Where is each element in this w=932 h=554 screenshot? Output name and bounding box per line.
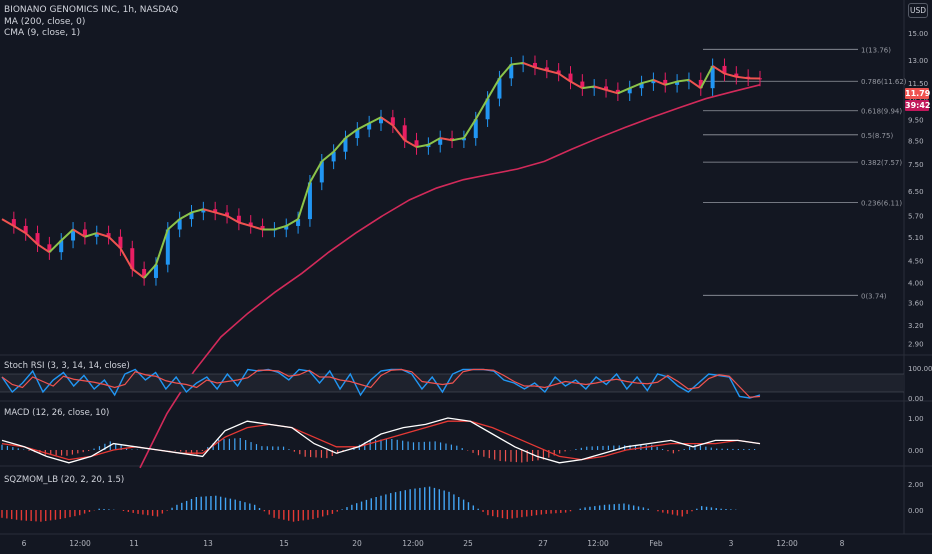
fib-label: 0.786(11.62) — [861, 78, 907, 86]
ma200-line — [140, 85, 760, 468]
price-axis-tick: 5.10 — [908, 234, 924, 242]
time-axis-tick: 12:00 — [402, 539, 424, 548]
stoch-axis-tick: 0.00 — [908, 395, 924, 403]
fib-label: 0(3.74) — [861, 292, 887, 300]
cma-indicator-label[interactable]: CMA (9, close, 1) — [4, 28, 80, 39]
macd-title[interactable]: MACD (12, 26, close, 10) — [4, 408, 109, 418]
fib-label: 0.5(8.75) — [861, 132, 893, 140]
time-axis-tick: 25 — [463, 539, 473, 548]
macd-axis-tick: 1.00 — [908, 415, 924, 423]
price-axis-tick: 13.00 — [908, 57, 928, 65]
time-axis-tick: 20 — [352, 539, 362, 548]
fib-label: 0.236(6.11) — [861, 200, 902, 208]
time-axis-tick: 3 — [729, 539, 734, 548]
time-axis-tick: 12:00 — [69, 539, 91, 548]
time-axis-tick: 11 — [129, 539, 139, 548]
price-axis-tick: 15.00 — [908, 30, 928, 38]
price-axis-tick: 5.70 — [908, 213, 924, 221]
price-axis-tick: 9.50 — [908, 116, 924, 124]
sqzmom-title[interactable]: SQZMOM_LB (20, 2, 20, 1.5) — [4, 475, 124, 485]
price-axis-tick: 3.60 — [908, 300, 924, 308]
stoch-axis-tick: 100.00 — [908, 365, 932, 373]
price-axis-tick: 11.50 — [908, 80, 928, 88]
macd-axis-tick: 0.00 — [908, 447, 924, 455]
sqzmom-axis-tick: 2.00 — [908, 481, 924, 489]
price-axis-tick: 4.50 — [908, 257, 924, 265]
sqzmom-axis-tick: 0.00 — [908, 507, 924, 515]
price-axis-tick: 8.50 — [908, 137, 924, 145]
price-axis-tick: 2.90 — [908, 340, 924, 348]
last-price-tag: 11.79 — [905, 88, 929, 99]
price-axis-tick: 4.00 — [908, 280, 924, 288]
ma-indicator-label[interactable]: MA (200, close, 0) — [4, 17, 85, 28]
time-axis-tick: 15 — [279, 539, 289, 548]
stoch-rsi-title[interactable]: Stoch RSI (3, 3, 14, 14, close) — [4, 361, 130, 371]
price-axis-tick: 6.50 — [908, 188, 924, 196]
currency-button[interactable]: USD — [908, 3, 928, 18]
time-axis-tick: 6 — [22, 539, 27, 548]
time-axis-tick: 12:00 — [776, 539, 798, 548]
fib-label: 0.618(9.94) — [861, 108, 902, 116]
time-axis-tick: 8 — [840, 539, 845, 548]
time-axis-tick: 13 — [203, 539, 213, 548]
time-axis-tick: 12:00 — [587, 539, 609, 548]
time-axis-tick: Feb — [649, 539, 663, 548]
price-axis-tick: 7.50 — [908, 161, 924, 169]
symbol-title: BIONANO GENOMICS INC, 1h, NASDAQ — [4, 5, 178, 16]
fib-label: 1(13.76) — [861, 46, 891, 54]
fib-label: 0.382(7.57) — [861, 159, 902, 167]
macd-signal-line — [2, 421, 760, 459]
time-axis-tick: 27 — [538, 539, 548, 548]
bar-countdown: 39:42 — [905, 100, 929, 111]
price-axis-tick: 3.20 — [908, 322, 924, 330]
